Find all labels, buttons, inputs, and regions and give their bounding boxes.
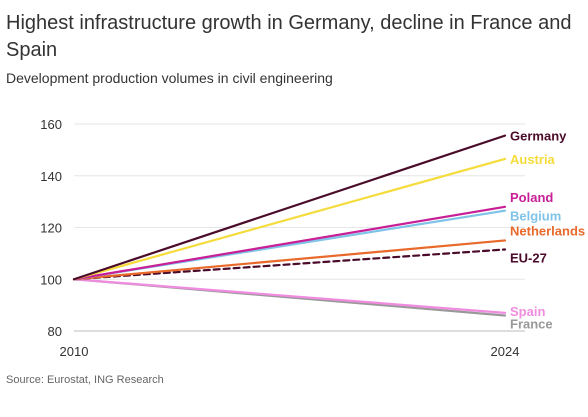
x-tick-label: 2024 [491,344,520,359]
x-tick-label: 2010 [60,344,89,359]
source-note: Source: Eurostat, ING Research [6,374,164,386]
series-label-belgium: Belgium [510,209,561,224]
y-tick-label: 80 [48,324,62,339]
y-tick-label: 140 [40,169,62,184]
series-label-eu-27: EU-27 [510,250,547,265]
series-label-netherlands: Netherlands [510,223,585,238]
y-tick-label: 160 [40,117,62,132]
series-label-spain: Spain [510,304,545,319]
series-label-france: France [510,316,553,331]
y-tick-label: 120 [40,221,62,236]
series-label-poland: Poland [510,190,553,205]
series-line-austria [72,157,507,281]
series-line-germany [72,134,507,281]
chart-title: Highest infrastructure growth in Germany… [6,12,572,61]
series-line-spain [72,278,507,314]
series-label-germany: Germany [510,129,567,144]
series-line-netherlands [72,239,507,281]
series-label-austria: Austria [510,152,556,167]
series-line-poland [72,205,507,281]
y-tick-label: 100 [40,272,62,287]
series-line-eu-27 [72,248,507,281]
chart-subtitle: Development production volumes in civil … [6,70,333,86]
